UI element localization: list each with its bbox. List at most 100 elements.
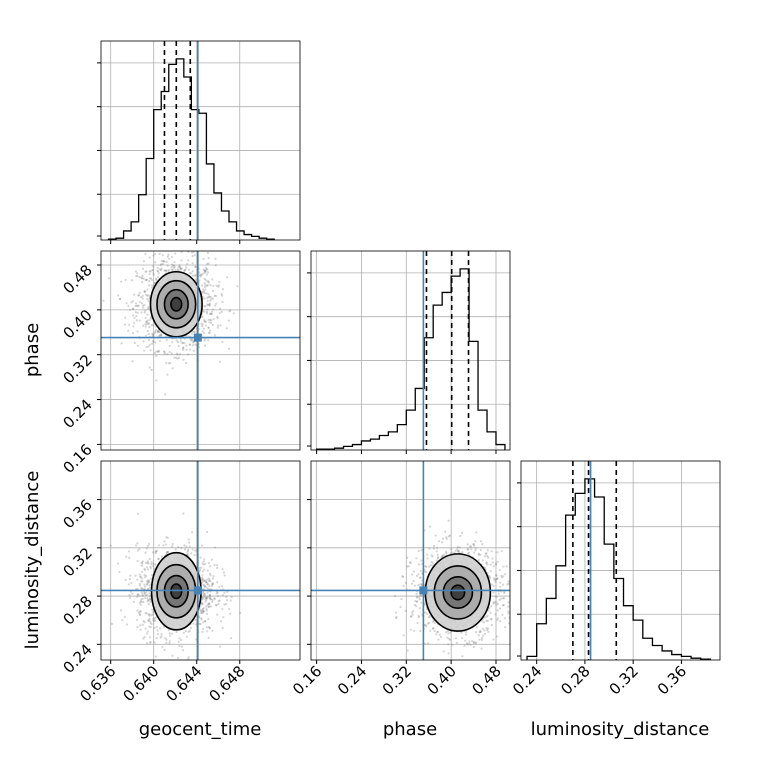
sample-point [147, 280, 151, 283]
sample-point [148, 641, 152, 644]
sample-point [477, 634, 480, 637]
panel-border [100, 40, 301, 241]
sample-point [204, 324, 208, 327]
sample-point [146, 561, 149, 564]
sample-point [205, 268, 208, 271]
sample-point [163, 351, 166, 354]
sample-point [420, 594, 423, 597]
sample-point [203, 277, 206, 281]
sample-point [222, 616, 225, 619]
sample-point [173, 265, 176, 268]
sample-point [160, 633, 163, 636]
sample-point [208, 302, 211, 305]
sample-point [158, 268, 161, 271]
sample-point [412, 570, 415, 573]
sample-point [436, 547, 439, 550]
sample-point [146, 313, 149, 316]
sample-point [488, 576, 492, 579]
sample-point [208, 597, 211, 600]
sample-point [494, 601, 497, 604]
sample-point [206, 597, 209, 600]
sample-point [207, 296, 210, 299]
sample-point [205, 626, 209, 629]
sample-point [479, 629, 482, 632]
sample-point [216, 324, 220, 327]
sample-point [151, 339, 155, 343]
sample-point [209, 598, 212, 601]
sample-point [148, 269, 151, 273]
sample-point [189, 339, 193, 342]
sample-point [155, 625, 158, 628]
sample-point [464, 633, 468, 636]
sample-point [207, 587, 210, 590]
sample-point [492, 638, 495, 641]
sample-point [510, 623, 512, 625]
sample-point [145, 612, 148, 615]
sample-point [148, 557, 151, 560]
sample-point [132, 325, 135, 328]
sample-point [195, 638, 198, 641]
sample-point [506, 583, 509, 586]
sample-point [203, 320, 206, 323]
sample-point [514, 597, 516, 599]
sample-point [208, 627, 212, 630]
sample-point [158, 339, 162, 343]
sample-point [143, 576, 147, 579]
sample-point [131, 300, 134, 303]
sample-point [468, 545, 472, 548]
sample-point [445, 550, 448, 554]
sample-point [478, 630, 481, 634]
sample-point [202, 332, 206, 335]
sample-point [207, 281, 210, 284]
sample-point [141, 267, 145, 270]
sample-point [137, 293, 140, 296]
sample-point [500, 597, 503, 600]
sample-point [207, 617, 210, 621]
sample-point [201, 611, 205, 614]
sample-point [136, 272, 139, 275]
sample-point [209, 318, 212, 321]
panel-border [100, 250, 301, 451]
sample-point [169, 361, 172, 365]
sample-point [166, 550, 169, 553]
sample-point [203, 584, 206, 587]
sample-point [206, 268, 209, 271]
sample-point [167, 242, 169, 244]
sample-point [198, 622, 201, 626]
sample-point [177, 640, 180, 643]
sample-point [456, 546, 459, 549]
sample-point [507, 612, 510, 615]
sample-point [199, 275, 202, 278]
sample-point [461, 637, 464, 640]
sample-point [430, 560, 433, 564]
sample-point [138, 582, 141, 585]
sample-point [182, 512, 185, 515]
sample-point [453, 551, 456, 554]
sample-point [166, 551, 169, 554]
sample-point [428, 614, 431, 617]
sample-point [136, 618, 139, 622]
sample-point [192, 622, 195, 625]
sample-point [417, 549, 420, 553]
sample-point [146, 288, 149, 291]
sample-point [220, 585, 224, 588]
sample-point [168, 632, 171, 635]
sample-point [204, 596, 208, 599]
sample-point [202, 607, 206, 610]
x-title-luminosity-distance: luminosity_distance [531, 719, 710, 740]
sample-point [202, 583, 205, 586]
sample-point [430, 554, 433, 557]
sample-point [154, 329, 158, 332]
sample-point [204, 266, 208, 269]
sample-point [404, 609, 407, 612]
sample-point [203, 594, 206, 597]
sample-point [487, 630, 490, 633]
sample-point [152, 272, 155, 275]
sample-point [141, 580, 144, 583]
sample-point [485, 561, 488, 565]
sample-point [187, 538, 190, 541]
sample-point [203, 270, 206, 273]
sample-point [161, 645, 164, 648]
sample-point [218, 280, 221, 283]
sample-point [200, 611, 203, 614]
